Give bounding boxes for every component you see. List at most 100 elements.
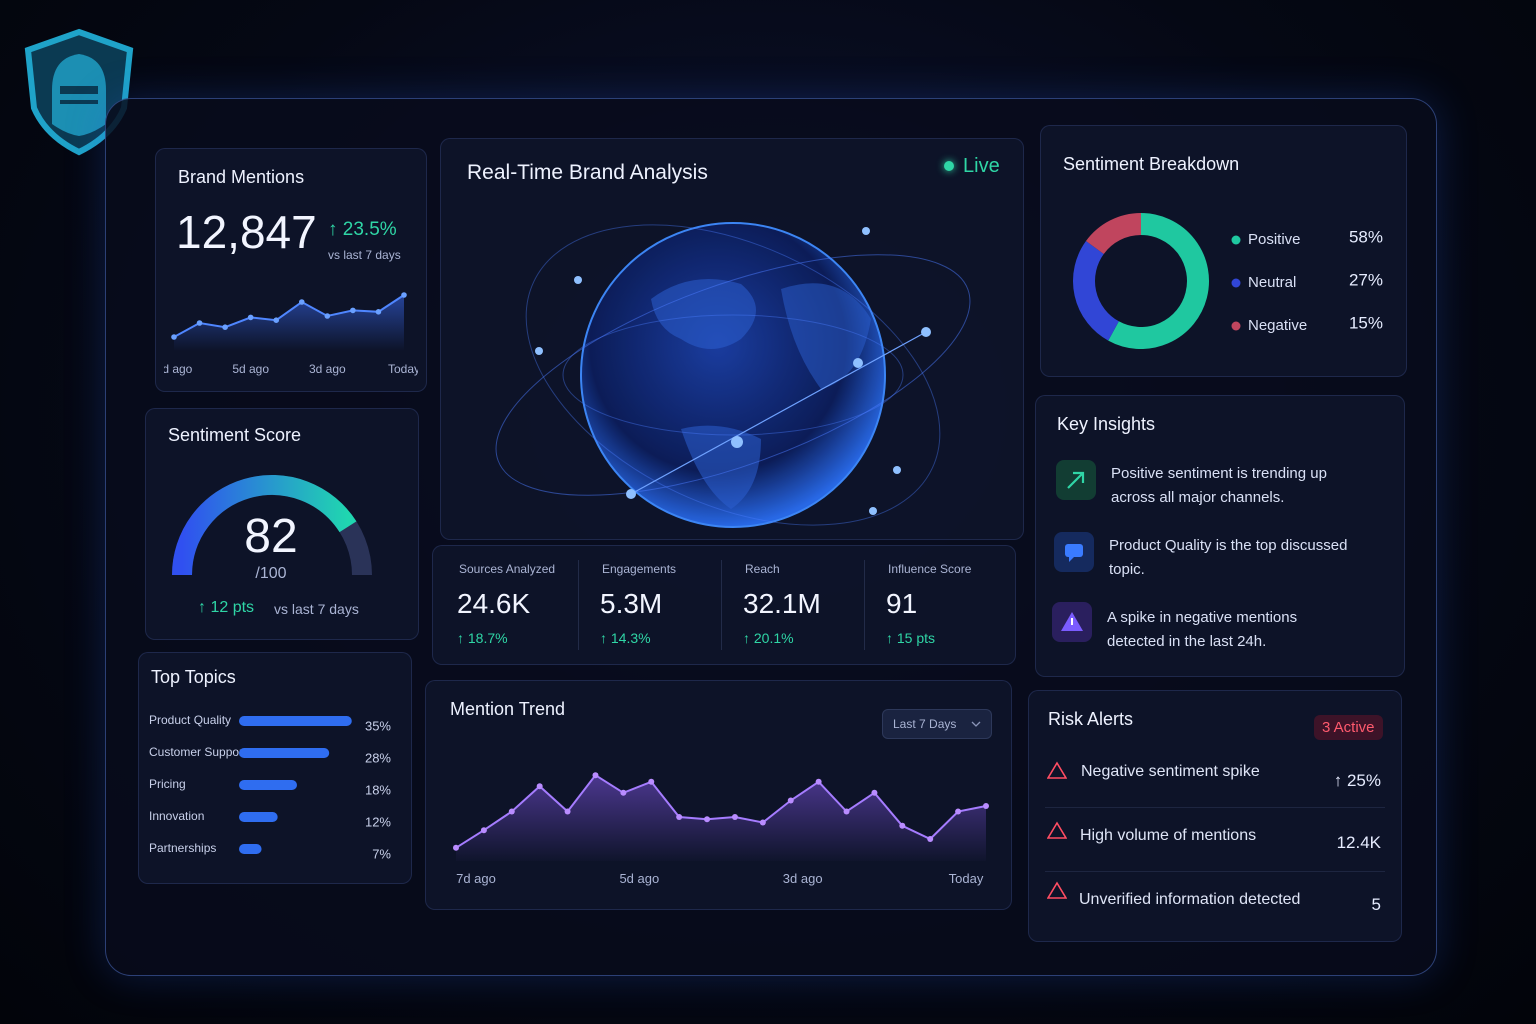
alert-value: ↑ 25% xyxy=(1333,771,1381,790)
kpi-value: 24.6K xyxy=(457,588,531,619)
x-tick-label: Today xyxy=(388,362,418,376)
legend-dot xyxy=(1231,321,1241,331)
x-tick-label: 7d ago xyxy=(164,362,193,376)
sentiment-score-panel: Sentiment Score 82 /100 ↑ 12 pts vs last… xyxy=(145,408,419,640)
topics-bar-chart: Product Quality 35% Customer Support 28% Pri… xyxy=(149,713,391,861)
point xyxy=(648,778,655,785)
point xyxy=(480,827,487,834)
kpi-change: ↑ 15 pts xyxy=(886,630,936,646)
kpi-change: ↑ 14.3% xyxy=(600,630,651,646)
donut-segment xyxy=(1108,213,1209,349)
point xyxy=(196,320,203,326)
point xyxy=(375,309,382,315)
score-change: ↑ 12 pts xyxy=(198,599,255,616)
point xyxy=(843,808,850,815)
x-tick-label: 7d ago xyxy=(456,871,496,886)
divider xyxy=(864,560,865,650)
legend-dot xyxy=(1231,278,1241,288)
bar xyxy=(239,812,278,822)
point xyxy=(592,772,599,779)
live-dot xyxy=(944,161,954,171)
point xyxy=(298,299,305,305)
value-label: 35% xyxy=(365,718,391,733)
divider xyxy=(1045,807,1385,808)
warning-glyph xyxy=(1061,612,1083,631)
divider xyxy=(578,560,579,650)
score-scale: /100 xyxy=(255,565,287,582)
value-label: 27% xyxy=(1349,270,1383,289)
alert-label: High volume of mentions xyxy=(1080,827,1257,844)
category-label: Partnerships xyxy=(149,841,216,855)
risk-alerts-panel: Risk Alerts 3 Active Negative sentiment … xyxy=(1028,690,1402,942)
point xyxy=(564,808,571,815)
panel-title: Key Insights xyxy=(1057,414,1156,434)
kpi-label: Reach xyxy=(745,562,780,576)
legend-label: Negative xyxy=(1248,317,1307,334)
trend-icon xyxy=(1056,460,1096,500)
kpi-value: 5.3M xyxy=(600,588,663,619)
globe-panel: Real-Time Brand Analysis Live xyxy=(440,138,1024,540)
point xyxy=(350,307,356,314)
value-label: 58% xyxy=(1349,227,1383,246)
globe-illustration xyxy=(495,222,971,528)
kpi-panel: Sources Analyzed 24.6K ↑ 18.7% Engagements 5… xyxy=(432,545,1016,665)
chat-icon xyxy=(1054,532,1094,572)
panel-title: Brand Mentions xyxy=(178,167,305,187)
bar xyxy=(239,844,262,854)
panel-title: Sentiment Breakdown xyxy=(1063,154,1240,174)
value-label: 7% xyxy=(372,846,391,861)
point xyxy=(983,803,989,809)
value-label: 28% xyxy=(365,750,391,765)
sentiment-breakdown-panel: Sentiment Breakdown Positive 58% Neutral 27… xyxy=(1040,125,1407,377)
metric-change: ↑ 23.5% xyxy=(328,219,397,240)
category-label: Pricing xyxy=(149,777,186,791)
value-label: 15% xyxy=(1349,313,1383,332)
point xyxy=(273,317,280,323)
metric-period: vs last 7 days xyxy=(328,248,401,262)
score-period: vs last 7 days xyxy=(274,601,359,617)
legend-label: Neutral xyxy=(1248,274,1296,291)
kpi-change: ↑ 18.7% xyxy=(457,630,508,646)
insight-text: Positive sentiment is trending up across… xyxy=(1111,465,1327,506)
alert-badge: 3 Active xyxy=(1314,715,1383,740)
point xyxy=(759,819,766,826)
panel-title: Top Topics xyxy=(151,667,236,687)
point xyxy=(731,814,738,820)
key-insights-panel: Key Insights Positive sentiment is trend… xyxy=(1035,395,1405,677)
logo xyxy=(24,28,134,156)
point xyxy=(704,816,711,823)
alert-label: Unverified information detected xyxy=(1079,891,1301,908)
panel-title: Risk Alerts xyxy=(1048,709,1134,729)
point xyxy=(508,808,515,815)
score-value: 82 xyxy=(244,510,298,563)
value-label: 12% xyxy=(365,814,391,829)
donut-segment xyxy=(1085,213,1142,255)
point xyxy=(955,808,962,815)
area xyxy=(174,295,404,351)
range-selector: Last 7 Days xyxy=(893,717,957,731)
warning-icon xyxy=(1052,602,1092,642)
top-topics-panel: Top Topics Product Quality 35% Customer Su… xyxy=(138,652,412,884)
kpi-label: Engagements xyxy=(602,562,677,576)
alert-value: 5 xyxy=(1371,895,1381,914)
chevron-icon xyxy=(971,721,981,727)
range-dropdown[interactable]: Last 7 Days xyxy=(882,709,992,739)
point xyxy=(899,822,906,829)
line xyxy=(173,294,405,338)
legend-dot xyxy=(1231,235,1241,245)
kpi-label: Influence Score xyxy=(888,562,972,576)
x-tick-label: Today xyxy=(949,871,984,886)
donut-segment xyxy=(1073,241,1120,341)
insight-text: A spike in negative mentions detected in… xyxy=(1107,609,1298,650)
donut-chart: Positive 58% Neutral 27% Negative 15% xyxy=(1073,213,1383,349)
point xyxy=(171,334,177,340)
kpi-value: 91 xyxy=(886,588,918,619)
legend-label: Positive xyxy=(1248,231,1301,248)
line xyxy=(455,773,987,849)
mention-trend-panel: Mention Trend Last 7 Days 7d ago 5d ago 3d… xyxy=(425,680,1012,910)
x-tick-label: 5d ago xyxy=(619,871,659,886)
bar xyxy=(239,748,330,758)
kpi-value: 32.1M xyxy=(743,588,821,619)
